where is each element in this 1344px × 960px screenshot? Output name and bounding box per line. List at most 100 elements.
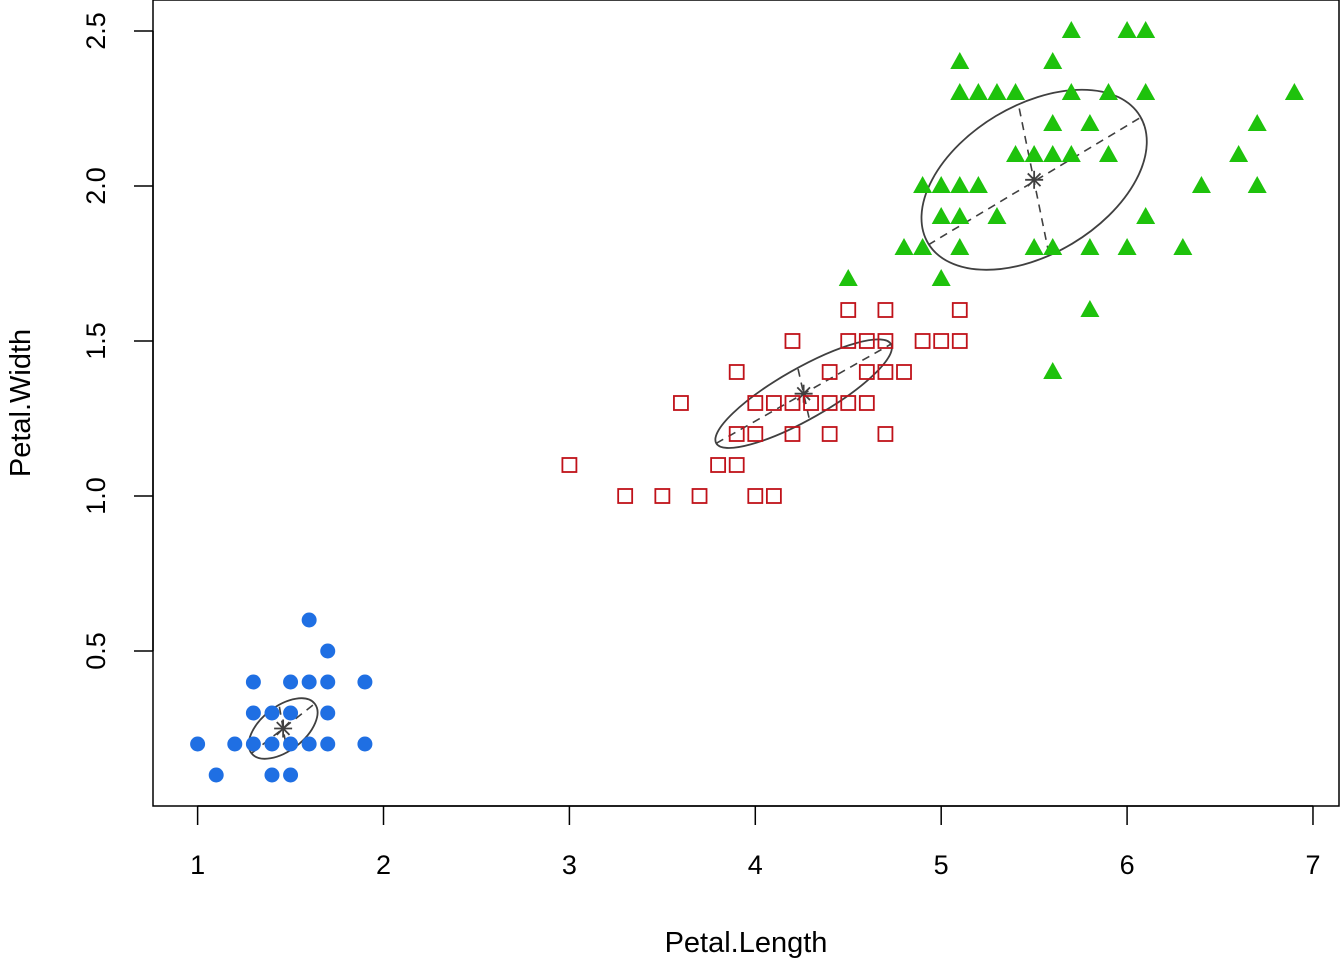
data-point	[227, 736, 243, 752]
data-point	[245, 736, 261, 752]
x-tick-label: 7	[1305, 850, 1320, 880]
data-point	[951, 302, 968, 318]
data-point	[245, 705, 261, 721]
x-axis: 1 2 3 4 5 6 7	[190, 805, 1320, 880]
data-point	[283, 767, 299, 783]
x-tick-label: 6	[1120, 850, 1135, 880]
data-point	[951, 333, 968, 349]
data-point	[840, 395, 857, 411]
data-point	[357, 736, 373, 752]
data-point	[896, 364, 912, 380]
y-tick-label: 2.0	[81, 167, 111, 205]
data-point	[357, 674, 373, 690]
data-point	[747, 488, 764, 504]
x-tick-label: 5	[934, 850, 949, 880]
x-tick-label: 4	[748, 850, 763, 880]
data-point	[913, 176, 933, 193]
data-point	[1117, 21, 1137, 38]
data-point	[877, 364, 894, 380]
data-point	[1043, 52, 1063, 69]
data-point	[1006, 83, 1026, 100]
data-point	[950, 238, 970, 255]
data-point	[765, 395, 782, 411]
data-point	[673, 395, 689, 411]
data-point	[264, 705, 280, 721]
data-point	[877, 333, 894, 349]
data-point	[1247, 114, 1267, 131]
data-point	[1173, 238, 1193, 255]
data-point	[950, 176, 970, 193]
data-point	[1080, 238, 1100, 255]
data-point	[765, 488, 782, 504]
data-point	[1080, 114, 1100, 131]
data-point	[654, 488, 671, 504]
data-point	[1061, 145, 1081, 162]
data-point	[894, 238, 914, 255]
data-point	[728, 426, 745, 442]
data-point	[320, 674, 336, 690]
data-point	[913, 238, 933, 255]
data-point	[320, 643, 336, 659]
data-point	[208, 767, 224, 783]
data-point	[877, 302, 894, 318]
data-point	[933, 333, 950, 349]
data-point	[931, 176, 951, 193]
data-point	[728, 364, 745, 380]
data-point	[1080, 300, 1100, 317]
data-point	[710, 457, 727, 473]
y-axis: 0.5 1.0 1.5 2.0 2.5	[81, 12, 154, 670]
data-point	[1043, 238, 1063, 255]
data-point	[1098, 145, 1118, 162]
data-point	[691, 488, 708, 504]
data-point	[301, 674, 317, 690]
data-point	[1247, 176, 1267, 193]
data-point	[1136, 83, 1156, 100]
data-point	[1043, 362, 1063, 379]
centroid-star	[1027, 172, 1042, 187]
data-point	[1136, 207, 1156, 224]
data-point	[283, 736, 299, 752]
data-point	[821, 395, 838, 411]
data-point	[1043, 114, 1063, 131]
data-point	[950, 83, 970, 100]
data-point	[1136, 21, 1156, 38]
data-point	[245, 674, 261, 690]
data-point	[877, 426, 894, 442]
centroid-star	[276, 721, 291, 736]
data-point	[858, 333, 875, 349]
data-point	[728, 457, 745, 473]
x-axis-title: Petal.Length	[665, 927, 828, 959]
y-tick-label: 1.5	[81, 322, 111, 360]
data-point	[987, 207, 1007, 224]
data-point	[1061, 83, 1081, 100]
data-point	[1098, 83, 1118, 100]
data-point	[1284, 83, 1304, 100]
data-point	[858, 395, 875, 411]
data-point	[821, 426, 838, 442]
data-point	[987, 83, 1007, 100]
data-point	[950, 52, 970, 69]
data-point	[320, 736, 336, 752]
x-tick-label: 3	[562, 850, 577, 880]
data-point	[561, 457, 578, 473]
data-point	[914, 333, 931, 349]
data-point	[1229, 145, 1249, 162]
data-point	[931, 269, 951, 286]
x-tick-label: 1	[190, 850, 205, 880]
data-point	[784, 333, 801, 349]
data-point	[320, 705, 336, 721]
data-point	[1061, 21, 1081, 38]
data-points	[190, 21, 1304, 783]
data-point	[747, 395, 764, 411]
confidence-ellipse	[920, 88, 1148, 271]
data-point	[264, 736, 280, 752]
data-point	[1117, 238, 1137, 255]
data-point	[301, 612, 317, 628]
data-point	[1024, 238, 1044, 255]
data-point	[283, 674, 299, 690]
data-point	[1191, 176, 1211, 193]
data-point	[968, 176, 988, 193]
data-point	[838, 269, 858, 286]
data-point	[784, 426, 801, 442]
